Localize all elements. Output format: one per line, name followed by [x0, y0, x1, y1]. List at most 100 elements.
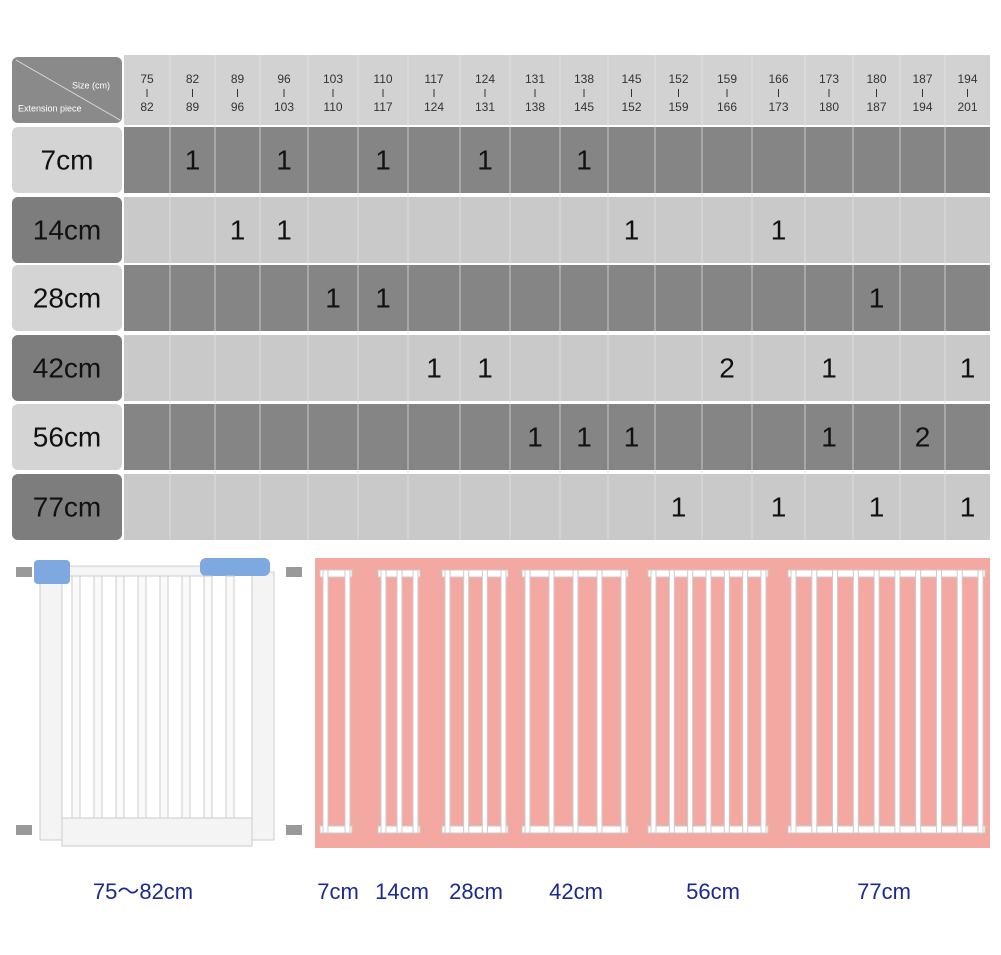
piece-bar: [852, 569, 859, 834]
column-from: 194: [957, 72, 977, 86]
count: 1: [771, 214, 787, 245]
column-to: 89: [186, 100, 200, 114]
column-from: 96: [277, 72, 291, 86]
piece-bar: [344, 569, 351, 834]
piece-bar: [956, 569, 963, 834]
count: 1: [375, 144, 391, 175]
piece-bar: [668, 569, 675, 834]
illustrations: [16, 558, 986, 847]
column-to: 159: [668, 100, 688, 114]
count: 1: [576, 421, 592, 452]
row-label: 42cm: [33, 352, 101, 383]
piece-rail: [787, 569, 986, 578]
count: 1: [477, 144, 493, 175]
piece-bar: [687, 569, 694, 834]
size-label: Size (cm): [72, 80, 110, 90]
count: 1: [576, 144, 592, 175]
column-from: 103: [323, 72, 343, 86]
header-diagonal: [15, 59, 121, 121]
column-to: 138: [525, 100, 545, 114]
column-from: 159: [717, 72, 737, 86]
piece-label: Extension piece: [18, 103, 82, 113]
count: 1: [960, 491, 976, 522]
row-label-cell: [12, 197, 122, 263]
count: 1: [426, 352, 442, 383]
gate-bar: [137, 575, 147, 819]
piece-bar: [935, 569, 942, 834]
row-label: 28cm: [33, 282, 101, 313]
count: 1: [375, 282, 391, 313]
piece-bar: [977, 569, 984, 834]
caption: 77cm: [857, 879, 911, 904]
piece-bar: [524, 569, 531, 834]
gate-bar: [225, 575, 235, 819]
count: 1: [771, 491, 787, 522]
caption: 56cm: [686, 879, 740, 904]
column-from: 152: [668, 72, 688, 86]
gate-frame: [39, 571, 63, 841]
gate-top: [61, 565, 213, 577]
gate-bolt: [16, 825, 32, 835]
column-from: 166: [768, 72, 788, 86]
column-to: 187: [866, 100, 886, 114]
count: 1: [821, 421, 837, 452]
gate-bottom: [61, 817, 253, 847]
piece-bar: [596, 569, 603, 834]
gate-bar: [115, 575, 125, 819]
column-to: 145: [574, 100, 594, 114]
gate-bar: [159, 575, 169, 819]
column-from: 180: [866, 72, 886, 86]
row-background: [124, 404, 990, 470]
gate-handle: [200, 558, 270, 576]
column-to: 173: [768, 100, 788, 114]
column-to: 152: [621, 100, 641, 114]
gate-bolt: [16, 567, 32, 577]
gate-bolt: [286, 567, 302, 577]
column-from: 138: [574, 72, 594, 86]
count: 1: [230, 214, 246, 245]
caption: 7cm: [317, 879, 359, 904]
row-label: 56cm: [33, 421, 101, 452]
count: 1: [821, 352, 837, 383]
caption: 75～82cm: [93, 879, 193, 904]
piece-bar: [915, 569, 922, 834]
gate-bar: [203, 575, 213, 819]
piece-bar: [705, 569, 712, 834]
row-background: [124, 127, 990, 193]
piece-bar: [760, 569, 767, 834]
column-from: 173: [819, 72, 839, 86]
piece-rail: [441, 569, 509, 578]
row-label-cell: [12, 127, 122, 193]
column-to: 194: [912, 100, 932, 114]
column-to: 131: [475, 100, 495, 114]
column-from: 131: [525, 72, 545, 86]
count: 1: [185, 144, 201, 175]
row-label-cell: [12, 474, 122, 540]
count: 1: [527, 421, 543, 452]
header-background: [124, 55, 990, 125]
row-label: 14cm: [33, 214, 101, 245]
count: 1: [624, 421, 640, 452]
piece-rail: [787, 825, 986, 834]
count: 1: [869, 282, 885, 313]
gate-handle: [34, 560, 70, 584]
column-to: 96: [231, 100, 245, 114]
column-to: 201: [957, 100, 977, 114]
piece-bar: [463, 569, 470, 834]
piece-rail: [319, 825, 353, 834]
row-background: [124, 474, 990, 540]
column-to: 110: [323, 100, 342, 114]
column-from: 145: [621, 72, 641, 86]
gate-frame: [251, 571, 275, 841]
count: 1: [276, 214, 292, 245]
count: 1: [671, 491, 687, 522]
piece-bar: [620, 569, 627, 834]
caption: 28cm: [449, 879, 503, 904]
piece-bar: [444, 569, 451, 834]
piece-bar: [548, 569, 555, 834]
piece-rail: [319, 569, 353, 578]
piece-bar: [811, 569, 818, 834]
piece-bar: [790, 569, 797, 834]
piece-bar: [873, 569, 880, 834]
